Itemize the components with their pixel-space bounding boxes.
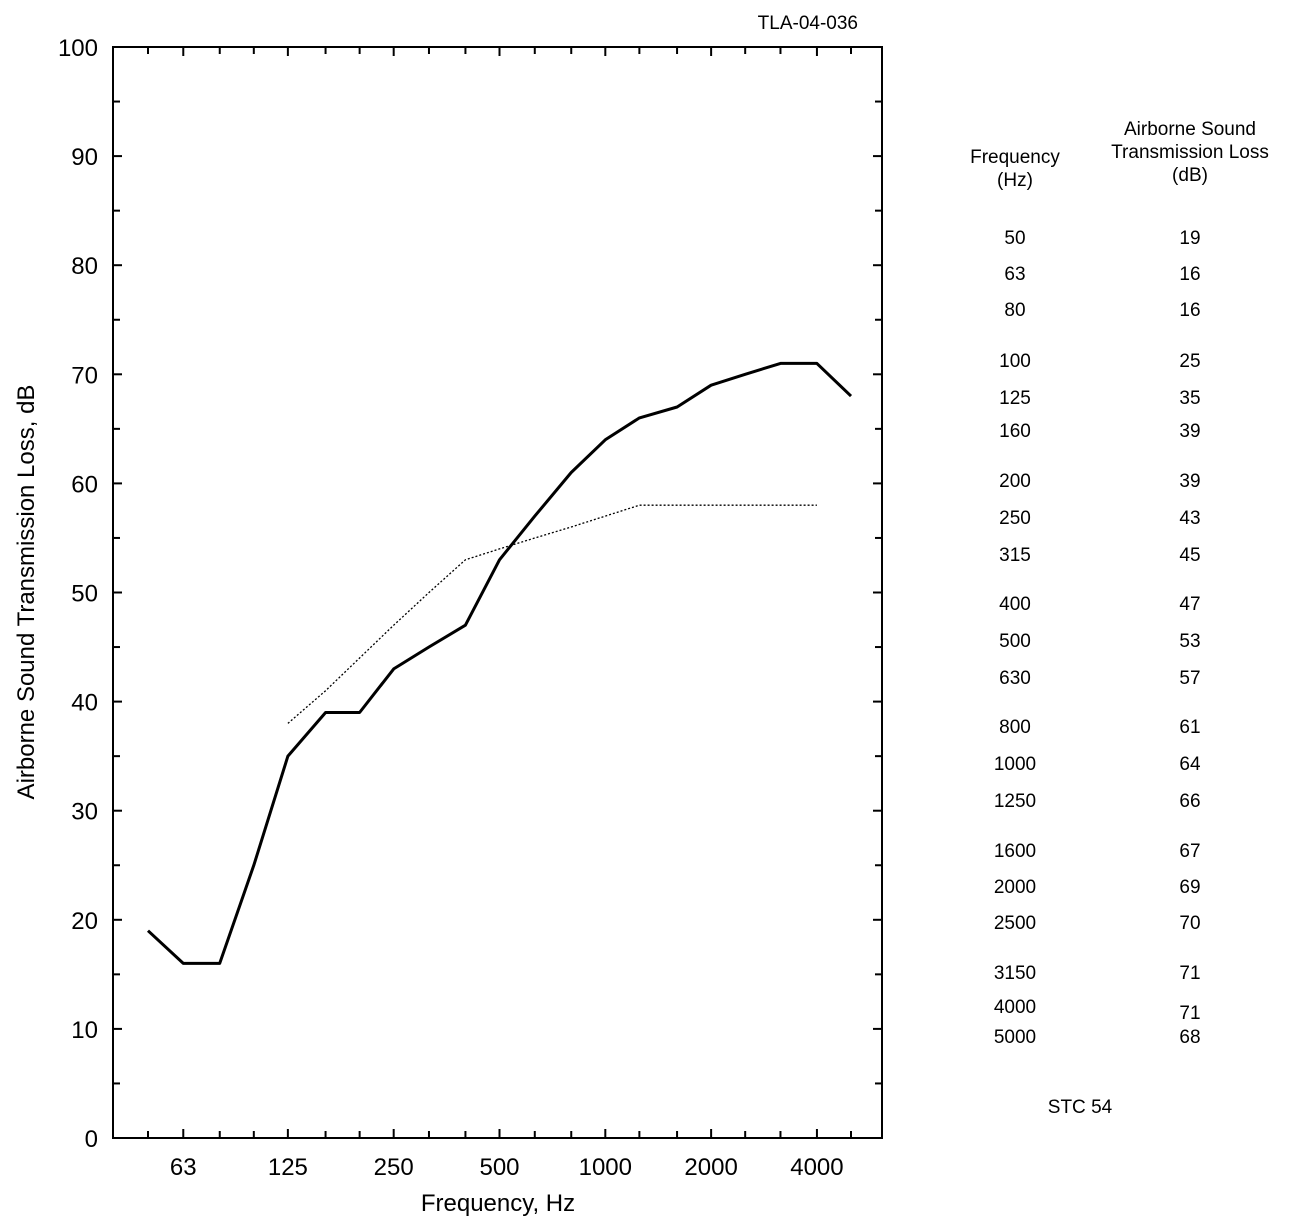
table-frequency-cell: 250 xyxy=(999,508,1031,529)
transmission-loss-line xyxy=(146,361,853,965)
series-layer xyxy=(146,361,853,965)
y-tick-label: 20 xyxy=(71,908,98,935)
table-frequency-cell: 63 xyxy=(1004,264,1026,285)
header-line: (dB) xyxy=(1172,165,1208,186)
table-frequency-cell: 80 xyxy=(1004,300,1026,321)
table-loss-cell: 53 xyxy=(1179,631,1201,652)
table-frequency-cell: 200 xyxy=(999,471,1031,492)
table-frequency-cell: 5000 xyxy=(993,1027,1037,1048)
y-tick-label: 30 xyxy=(71,799,98,826)
plot-frame xyxy=(112,46,883,1139)
y-tick-label: 90 xyxy=(71,144,98,171)
table-frequency-cell: 1600 xyxy=(993,841,1037,862)
table-loss-cell: 67 xyxy=(1179,841,1201,862)
table-loss-cell: 64 xyxy=(1179,754,1201,775)
table-loss-cell: 61 xyxy=(1179,717,1201,738)
header-line: Frequency xyxy=(970,147,1060,168)
table-loss-cell: 68 xyxy=(1179,1027,1201,1048)
y-tick-label: 40 xyxy=(71,690,98,717)
x-axis-title: Frequency, Hz xyxy=(421,1190,575,1217)
x-tick-labels: 63 125 250 500 1000 2000 4000 xyxy=(170,1154,844,1181)
table-loss-cell: 45 xyxy=(1179,545,1201,566)
stc-contour-line xyxy=(287,504,817,724)
y-tick-label: 0 xyxy=(85,1126,98,1153)
table-frequency-cell: 500 xyxy=(999,631,1031,652)
stc-value: 54 xyxy=(1091,1097,1113,1118)
report-id: TLA-04-036 xyxy=(758,13,858,34)
x-tick-label: 125 xyxy=(268,1154,308,1181)
table-loss-cell: 39 xyxy=(1179,421,1201,442)
table-frequency-cell: 400 xyxy=(999,594,1031,615)
table-frequency-cell: 100 xyxy=(999,351,1031,372)
table-loss-cell: 70 xyxy=(1179,913,1201,934)
table-loss-cell: 66 xyxy=(1179,791,1201,812)
x-tick-label: 1000 xyxy=(579,1154,632,1181)
y-tick-label: 100 xyxy=(58,35,98,62)
y-tick-label: 50 xyxy=(71,581,98,608)
header-line: Airborne Sound xyxy=(1123,119,1257,140)
x-tick-label: 63 xyxy=(170,1154,197,1181)
header-line: Transmission Loss xyxy=(1111,142,1269,163)
x-tick-label: 250 xyxy=(374,1154,414,1181)
y-tick-label: 60 xyxy=(71,471,98,498)
table-frequency-cell: 2000 xyxy=(993,877,1037,898)
frequency-column-header: Frequency (Hz) xyxy=(945,146,1085,192)
table-frequency-cell: 4000 xyxy=(993,997,1037,1018)
x-tick-label: 2000 xyxy=(684,1154,737,1181)
table-loss-cell: 25 xyxy=(1179,351,1201,372)
x-tick-label: 500 xyxy=(479,1154,519,1181)
table-frequency-cell: 630 xyxy=(999,668,1031,689)
header-line: (Hz) xyxy=(997,170,1033,191)
y-tick-labels: 0 10 20 30 40 50 60 70 80 90 100 xyxy=(58,35,98,1153)
table-frequency-cell: 3150 xyxy=(993,963,1037,984)
table-loss-cell: 47 xyxy=(1179,594,1201,615)
y-tick-label: 10 xyxy=(71,1017,98,1044)
table-loss-cell: 69 xyxy=(1179,877,1201,898)
y-axis-title: Airborne Sound Transmission Loss, dB xyxy=(13,385,40,800)
table-loss-cell: 19 xyxy=(1179,228,1201,249)
table-frequency-cell: 1250 xyxy=(993,791,1037,812)
y-tick-label: 80 xyxy=(71,253,98,280)
axis-ticks xyxy=(113,47,882,1138)
table-frequency-cell: 1000 xyxy=(993,754,1037,775)
table-loss-cell: 16 xyxy=(1179,300,1201,321)
table-frequency-cell: 2500 xyxy=(993,913,1037,934)
table-loss-cell: 39 xyxy=(1179,471,1201,492)
x-tick-label: 4000 xyxy=(790,1154,843,1181)
table-frequency-cell: 50 xyxy=(1004,228,1026,249)
table-frequency-cell: 800 xyxy=(999,717,1031,738)
table-frequency-cell: 125 xyxy=(999,388,1031,409)
table-frequency-cell: 315 xyxy=(999,545,1031,566)
table-loss-cell: 35 xyxy=(1179,388,1201,409)
table-frequency-cell: 160 xyxy=(999,421,1031,442)
table-loss-cell: 43 xyxy=(1179,508,1201,529)
table-loss-cell: 57 xyxy=(1179,668,1201,689)
table-loss-cell: 71 xyxy=(1179,963,1201,984)
transmission-loss-column-header: Airborne Sound Transmission Loss (dB) xyxy=(1080,118,1300,187)
stc-label: STC xyxy=(1047,1097,1086,1118)
table-loss-cell: 16 xyxy=(1179,264,1201,285)
y-tick-label: 70 xyxy=(71,362,98,389)
stc-rating: STC 54 xyxy=(1020,1096,1140,1119)
table-loss-cell: 71 xyxy=(1179,1003,1201,1024)
